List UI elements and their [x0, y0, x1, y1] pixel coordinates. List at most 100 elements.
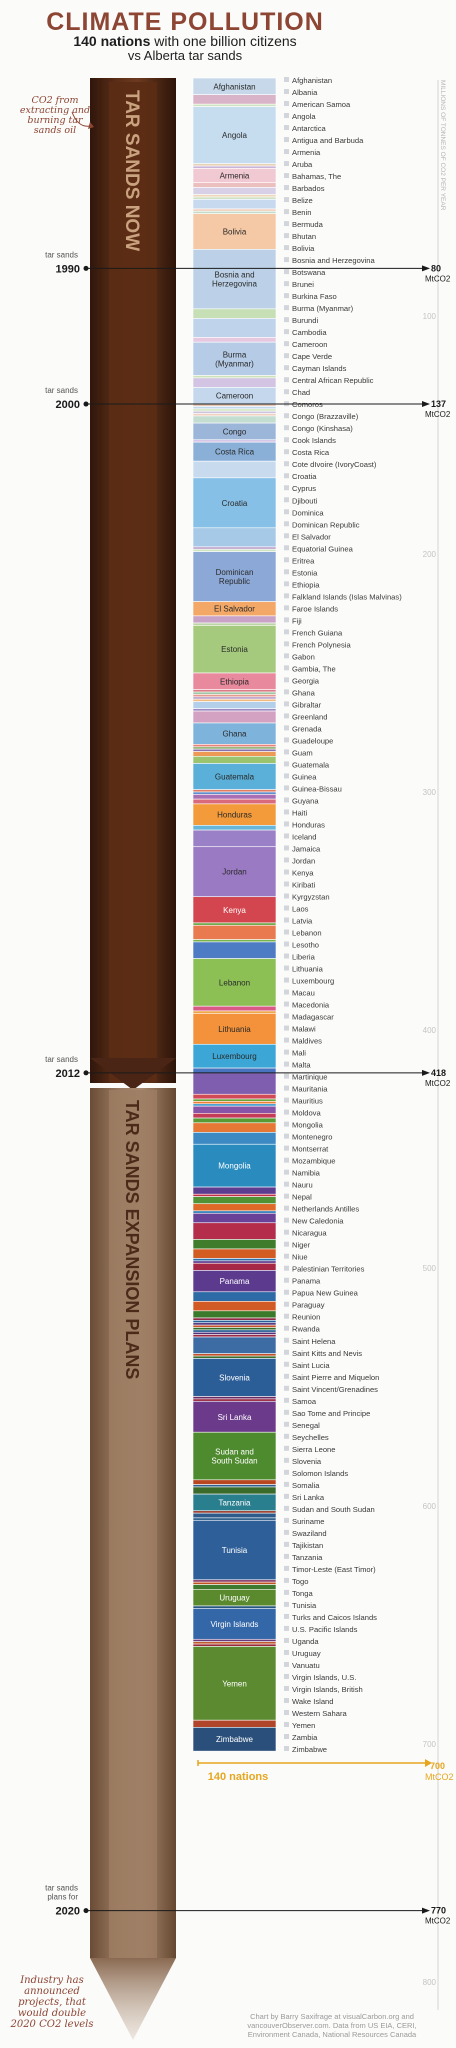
nations-bracket-arrowhead [425, 1759, 432, 1767]
bar-segment-kiribati [192, 922, 277, 926]
list-bullet [284, 1133, 289, 1139]
list-bullet [284, 977, 289, 983]
bar-segment-timor-leste-east-timor [192, 1510, 277, 1514]
bar-segment-gambia-the [192, 708, 277, 712]
list-item-maldives: Maldives [292, 1037, 322, 1046]
list-bullet [284, 101, 289, 107]
list-item-cyprus: Cyprus [292, 484, 316, 493]
list-item-bahamas-the: Bahamas, The [292, 172, 341, 181]
tar-sands-arrows: TAR SANDS NOW TAR SANDS EXPANSION PLANS [90, 78, 176, 2040]
tar-sands-now-arrowhead [90, 1058, 176, 1090]
y-tick-800: 800 [423, 1978, 437, 1987]
list-item-suriname: Suriname [292, 1517, 325, 1526]
marker-arrowhead [422, 1907, 430, 1914]
bar-segment-central-african-republic [192, 408, 277, 412]
list-bullet [284, 1637, 289, 1643]
list-item-montenegro: Montenegro [292, 1133, 333, 1142]
bar-segment-montserrat [192, 1193, 277, 1197]
bar-segment-somalia [192, 1398, 277, 1402]
marker-dot [83, 1070, 89, 1076]
nations-list: Afghanistan Albania American Samoa Angola An… [284, 76, 402, 1754]
marker-unit: MtCO2 [425, 274, 451, 283]
bar-segment-new-caledonia [192, 1239, 277, 1250]
list-bullet [284, 1193, 289, 1199]
bar-segment-paraguay [192, 1301, 277, 1312]
list-bullet [284, 893, 289, 899]
list-item-dominica: Dominica [292, 508, 324, 517]
list-item-faroe-islands: Faroe Islands [292, 604, 338, 613]
list-item-mauritania: Mauritania [292, 1085, 328, 1094]
list-item-kyrgyzstan: Kyrgyzstan [292, 892, 330, 901]
list-bullet [284, 461, 289, 467]
list-bullet [284, 569, 289, 575]
y-axis-ticks: 100 200 300 400 500 600 700 800 [423, 312, 437, 1987]
list-bullet [284, 1301, 289, 1307]
bar-segment-turks-and-caicos-islands [192, 1579, 277, 1583]
list-bullet [284, 785, 289, 791]
list-bullet [284, 869, 289, 875]
list-bullet [284, 1217, 289, 1223]
list-item-brunei: Brunei [292, 280, 314, 289]
bar-segment-malta [192, 1105, 277, 1114]
list-item-laos: Laos [292, 904, 309, 913]
marker-dot [83, 265, 89, 271]
bar-segment-guadeloupe [192, 751, 277, 757]
list-item-zimbabwe: Zimbabwe [292, 1745, 327, 1754]
bar-label-line: Armenia [220, 172, 250, 181]
chart-subtitle-line2: vs Alberta tar sands [127, 48, 243, 63]
bar-segment-angola [192, 106, 277, 164]
list-bullet [284, 1229, 289, 1235]
list-item-timor-leste-east-timor: Timor-Leste (East Timor) [292, 1565, 376, 1574]
list-bullet [284, 1349, 289, 1355]
bar-label-afghanistan: Afghanistan [213, 82, 255, 91]
list-item-guadeloupe: Guadeloupe [292, 736, 333, 745]
list-bullet [284, 1421, 289, 1427]
list-item-virgin-islands-british: Virgin Islands, British [292, 1685, 363, 1694]
list-item-guyana: Guyana [292, 796, 319, 805]
chart-subtitle: 140 nations with one billion citizens [0, 33, 370, 49]
list-bullet [284, 1553, 289, 1559]
bar-label-luxembourg: Luxembourg [212, 1052, 256, 1061]
list-item-turks-and-caicos-islands: Turks and Caicos Islands [292, 1613, 377, 1622]
bar-segment-dominica [192, 548, 277, 552]
list-bullet [284, 293, 289, 299]
list-bullet [284, 593, 289, 599]
bar-segment-chad [192, 410, 277, 414]
bar-segment-kyrgyzstan [192, 924, 277, 940]
bar-segment-maldives [192, 1101, 277, 1105]
bar-segment-saint-helena [192, 1320, 277, 1324]
list-bullet [284, 989, 289, 995]
list-bullet [284, 1109, 289, 1115]
bar-label-line: Honduras [217, 811, 252, 820]
y-tick-200: 200 [423, 550, 437, 559]
list-item-sri-lanka: Sri Lanka [292, 1493, 325, 1502]
bar-segment-laos [192, 939, 277, 943]
bar-label-line: Bosnia and [214, 271, 254, 280]
bar-label-line: Zimbabwe [216, 1735, 253, 1744]
marker-value: 137 [431, 399, 446, 409]
list-bullet [284, 1013, 289, 1019]
bar-label-line: Cameroon [216, 392, 253, 401]
list-item-cayman-islands: Cayman Islands [292, 364, 347, 373]
list-item-virgin-islands-u-s: Virgin Islands, U.S. [292, 1673, 356, 1682]
marker-arrowhead [422, 401, 430, 408]
marker-unit: MtCO2 [425, 1079, 451, 1088]
bar-label-line: Sudan and [215, 1448, 254, 1457]
bar-segment-rwanda [192, 1317, 277, 1321]
annotation-bottom: Industry has announced projects, that wo… [10, 1975, 94, 2030]
bar-label-line: Mongolia [218, 1162, 251, 1171]
bar-label-tanzania: Tanzania [218, 1498, 251, 1507]
list-bullet [284, 245, 289, 251]
list-bullet [284, 629, 289, 635]
list-bullet [284, 845, 289, 851]
bar-label-mongolia: Mongolia [218, 1162, 251, 1171]
list-item-montserrat: Montserrat [292, 1145, 329, 1154]
list-item-uruguay: Uruguay [292, 1649, 321, 1658]
y-axis: MILLIONS OF TONNES OF CO2 PER YEAR [437, 80, 446, 2010]
list-item-kiribati: Kiribati [292, 880, 316, 889]
bar-label-croatia: Croatia [222, 499, 248, 508]
list-bullet [284, 317, 289, 323]
list-item-solomon-islands: Solomon Islands [292, 1469, 348, 1478]
bar-label-line: (Myanmar) [215, 359, 254, 368]
list-bullet [284, 665, 289, 671]
